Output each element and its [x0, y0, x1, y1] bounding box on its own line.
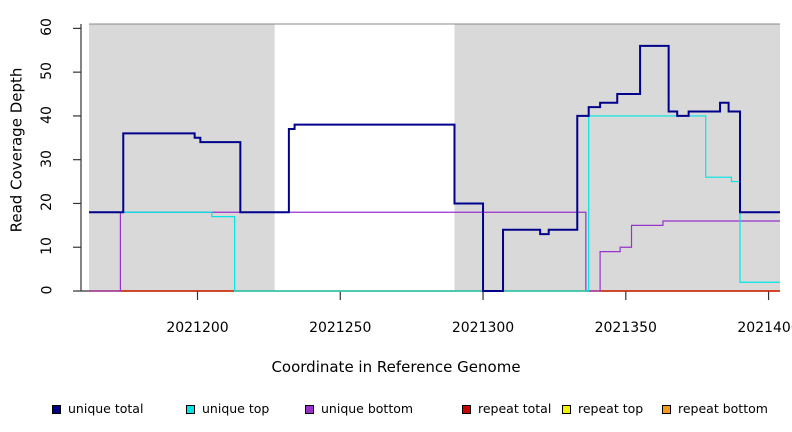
- x-tick-label: 2021300: [451, 320, 515, 336]
- legend-item[interactable]: unique bottom: [305, 400, 414, 416]
- chart-legend: unique total unique top unique bottom repea…: [0, 398, 792, 420]
- legend-item[interactable]: unique total: [52, 400, 144, 416]
- legend-color-swatch: [562, 404, 571, 414]
- legend-label: unique bottom: [321, 400, 414, 416]
- legend-label: repeat total: [478, 400, 552, 416]
- legend-color-swatch: [186, 404, 195, 414]
- x-axis-title: Coordinate in Reference Genome: [271, 358, 521, 376]
- legend-item[interactable]: unique top: [186, 400, 270, 416]
- x-tick-label: 2021400: [737, 320, 792, 336]
- x-tick-label: 2021350: [594, 320, 657, 336]
- legend-color-swatch: [662, 404, 671, 414]
- shaded-region: [454, 24, 780, 291]
- legend-label: unique total: [68, 400, 144, 416]
- legend-color-swatch: [462, 404, 471, 414]
- x-tick-label: 2021250: [309, 320, 372, 336]
- legend-item[interactable]: repeat top: [562, 400, 644, 416]
- legend-item[interactable]: repeat bottom: [662, 400, 768, 416]
- legend-label: repeat top: [578, 400, 644, 416]
- legend-color-swatch: [305, 404, 314, 414]
- legend-color-swatch: [52, 404, 61, 414]
- legend-label: unique top: [202, 400, 270, 416]
- shaded-region: [89, 24, 275, 291]
- legend-item[interactable]: repeat total: [462, 400, 552, 416]
- x-tick-label: 2021200: [166, 320, 229, 336]
- legend-label: repeat bottom: [678, 400, 768, 416]
- series-line: [89, 44, 780, 292]
